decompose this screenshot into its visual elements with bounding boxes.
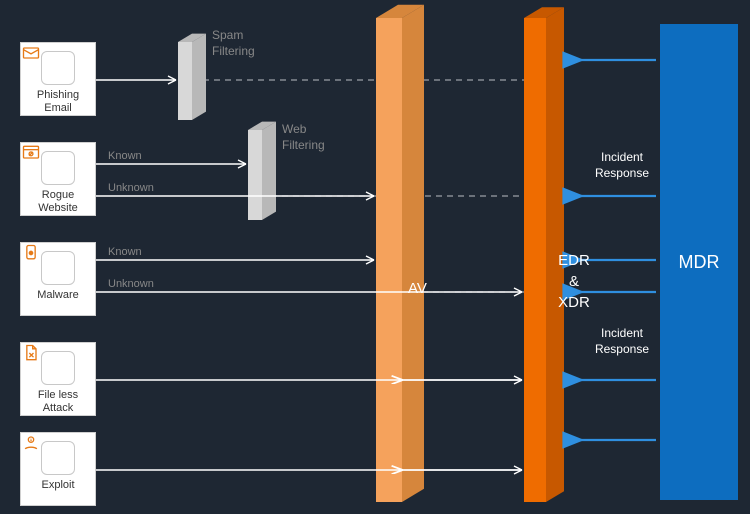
exploit-label: Exploit (21, 479, 95, 500)
unknown-label-1: Unknown (108, 182, 154, 194)
fileless-icon (41, 351, 75, 385)
known-label-1: Known (108, 150, 142, 162)
av-label: AV (408, 280, 427, 297)
unknown-label-2: Unknown (108, 278, 154, 290)
known-label-2: Known (108, 246, 142, 258)
threat-exploit: ¥ Exploit (20, 432, 96, 506)
spam-filter-label: SpamFiltering (212, 28, 255, 59)
threat-fileless: File less Attack (20, 342, 96, 416)
mdr-panel: MDR (660, 24, 738, 500)
threat-rogue: Rogue Website (20, 142, 96, 216)
exploit-icon: ¥ (41, 441, 75, 475)
malware-icon (41, 251, 75, 285)
web-filter-label: WebFiltering (282, 122, 325, 153)
edr-xdr-label: EDR&XDR (554, 250, 594, 313)
incident-response-label-2: IncidentResponse (590, 326, 654, 357)
rogue-icon (41, 151, 75, 185)
threat-phishing: Phishing Email (20, 42, 96, 116)
phishing-label: Phishing Email (21, 89, 95, 123)
malware-label: Malware (21, 289, 95, 310)
fileless-label: File less Attack (21, 389, 95, 423)
phishing-icon (41, 51, 75, 85)
mdr-label: MDR (679, 252, 720, 273)
threat-malware: Malware (20, 242, 96, 316)
incident-response-label-1: IncidentResponse (590, 150, 654, 181)
rogue-label: Rogue Website (21, 189, 95, 223)
